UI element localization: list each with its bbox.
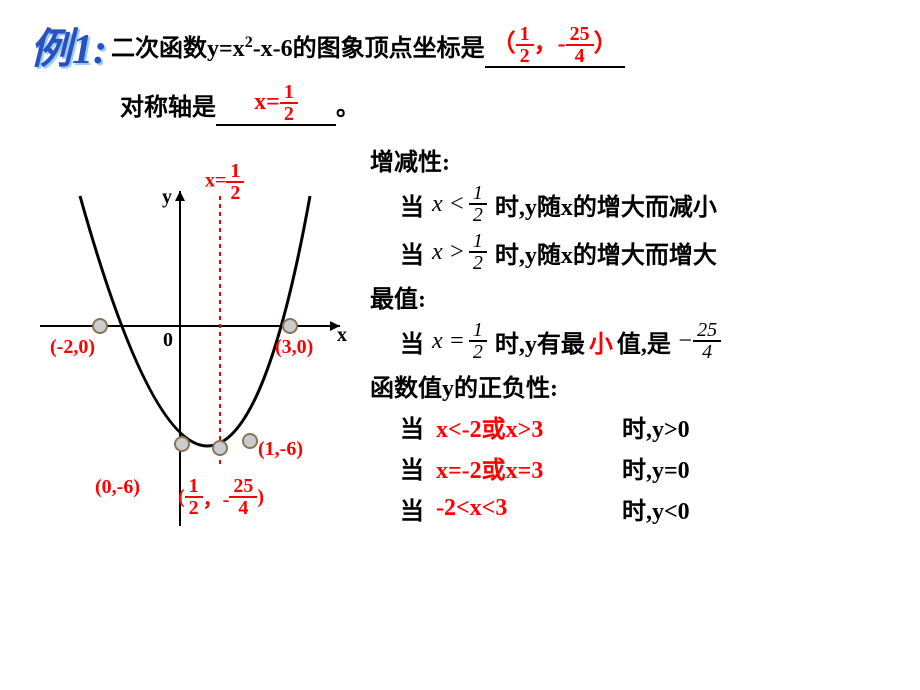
- axis-answer-blank: x=12: [216, 82, 336, 126]
- vertex-answer-blank: （12，-254）: [485, 23, 625, 68]
- q-text-1: 二次函数y=x2-x-6的图象顶点坐标是: [111, 28, 485, 63]
- cond-eq-half: x = 12: [432, 320, 487, 362]
- x-axis-label: x: [337, 324, 347, 347]
- point-1-neg6: (1,-6): [258, 438, 303, 461]
- mono-decrease-line: 当 x < 12 时,y随x的增大而减小: [370, 183, 890, 225]
- min-value: − 254: [677, 320, 721, 362]
- sign-positive-line: 当 x<-2或x>3 时,y>0: [370, 409, 890, 444]
- period: 。: [336, 87, 360, 122]
- question-line-2: 对称轴是 x=12 。: [30, 82, 890, 126]
- point-0-neg6: (0,-6): [95, 476, 140, 499]
- sign-negative-line: 当 -2<x<3 时,y<0: [370, 491, 890, 526]
- cond-y-zero: x=-2或x=3: [436, 450, 606, 485]
- monotonicity-title: 增减性:: [370, 142, 890, 177]
- mono-increase-line: 当 x > 12 时,y随x的增大而增大: [370, 231, 890, 273]
- question-line-1: 例1: 二次函数y=x2-x-6的图象顶点坐标是 （12，-254）: [30, 15, 890, 76]
- point-neg2-0: (-2,0): [50, 336, 95, 359]
- min-small: 小: [589, 324, 613, 359]
- sign-zero-line: 当 x=-2或x=3 时,y=0: [370, 450, 890, 485]
- cond-lt-half: x < 12: [432, 183, 487, 225]
- y-axis-label: y: [162, 186, 172, 209]
- cond-y-positive: x<-2或x>3: [436, 409, 606, 444]
- vertex-answer: （12，-254）: [492, 31, 618, 57]
- sign-title: 函数值y的正负性:: [370, 368, 890, 403]
- cond-gt-half: x > 12: [432, 231, 487, 273]
- example-label: 例1:: [30, 15, 107, 76]
- origin-label: 0: [163, 329, 173, 352]
- content-area: x=12 y x 0 (-2,0) (3,0) (1,-6) (0,-6) (1…: [30, 136, 890, 556]
- graph-area: x=12 y x 0 (-2,0) (3,0) (1,-6) (0,-6) (1…: [30, 136, 360, 556]
- axis-label-text: 对称轴是: [120, 87, 216, 122]
- axis-answer: x=12: [254, 89, 298, 115]
- vertex-label: (12，-254): [178, 476, 264, 518]
- properties-text: 增减性: 当 x < 12 时,y随x的增大而减小 当 x > 12 时,y随x…: [360, 136, 890, 556]
- point-3-0: (3,0): [275, 336, 313, 359]
- aos-label: x=12: [205, 161, 244, 203]
- extremum-title: 最值:: [370, 279, 890, 314]
- min-value-line: 当 x = 12 时,y有最 小 值,是 − 254: [370, 320, 890, 362]
- cond-y-negative: -2<x<3: [436, 495, 606, 522]
